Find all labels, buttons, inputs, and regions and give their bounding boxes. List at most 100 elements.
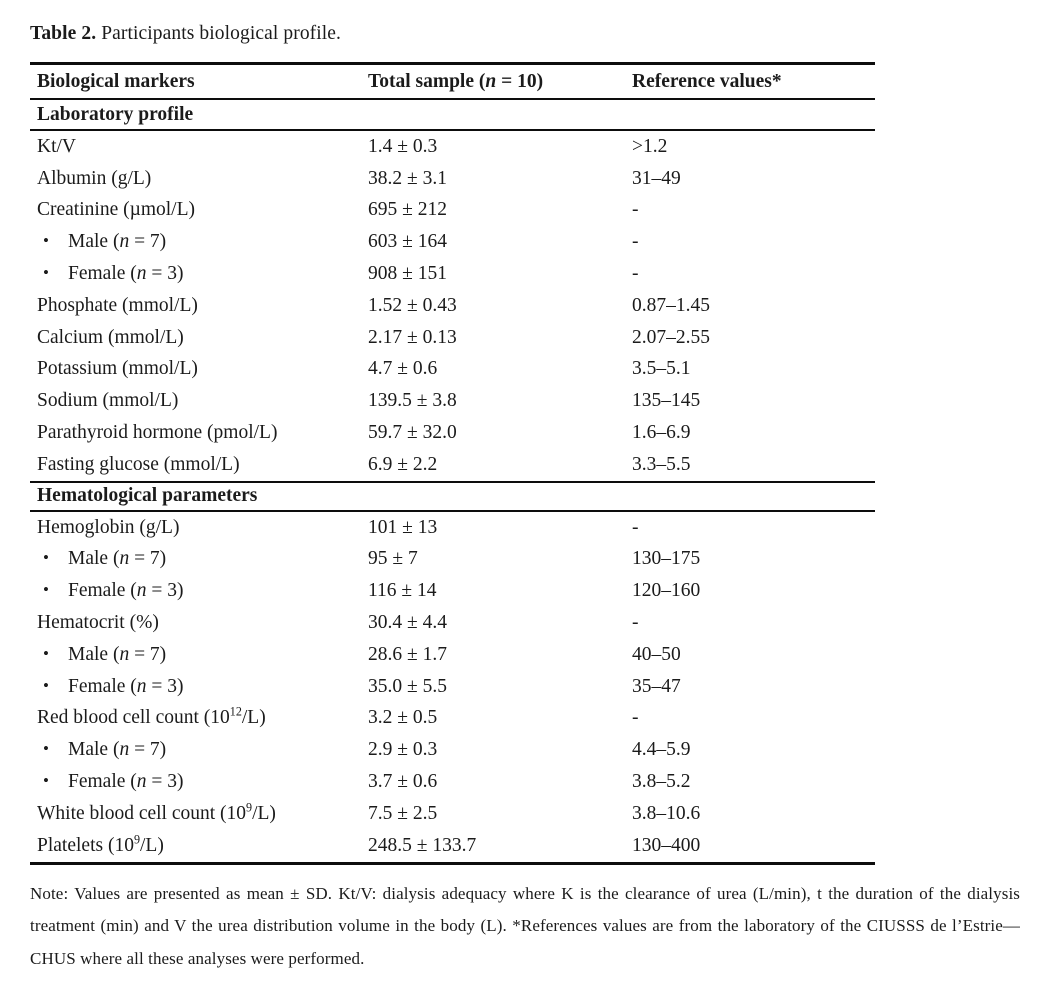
row-reference-cell: 40–50 — [632, 643, 681, 665]
table-caption-text: Participants biological profile. — [101, 23, 342, 44]
table-row: Creatinine (µmol/L) 695 ± 212 - — [30, 195, 875, 227]
row-value-cell: 7.5 ± 2.5 — [368, 802, 438, 824]
row-label-cell: Parathyroid hormone (pmol/L) — [37, 422, 278, 444]
row-label-cell: Phosphate (mmol/L) — [37, 294, 198, 316]
table-row: White blood cell count (109/L) 7.5 ± 2.5 3… — [30, 798, 875, 830]
row-reference-cell: - — [632, 516, 639, 538]
row-value-cell: 35.0 ± 5.5 — [368, 675, 447, 697]
table-body: Laboratory profile Kt/V 1.4 ± 0.3 >1.2 Album… — [30, 100, 875, 862]
row-value-cell: 4.7 ± 0.6 — [368, 358, 438, 380]
bullet-icon: • — [43, 643, 49, 663]
row-value-cell: 95 ± 7 — [368, 548, 418, 570]
section-header-row: Laboratory profile — [30, 100, 875, 131]
row-reference-cell: - — [632, 263, 639, 285]
row-label-cell: • Female (n = 3) — [43, 263, 184, 285]
biological-profile-table: Biological markers Total sample (n = 10) R… — [30, 62, 875, 865]
row-label-cell: Potassium (mmol/L) — [37, 358, 198, 380]
table-row: Kt/V 1.4 ± 0.3 >1.2 — [30, 131, 875, 163]
table-row: Potassium (mmol/L) 4.7 ± 0.6 3.5–5.1 — [30, 354, 875, 386]
table-header-row: Biological markers Total sample (n = 10) R… — [30, 65, 875, 100]
column-header: Total sample (n = 10) — [368, 70, 544, 92]
row-value-cell: 248.5 ± 133.7 — [368, 834, 477, 856]
row-value-cell: 38.2 ± 3.1 — [368, 167, 447, 189]
row-reference-cell: 2.07–2.55 — [632, 326, 710, 348]
row-value-cell: 2.17 ± 0.13 — [368, 326, 457, 348]
table-row: Hemoglobin (g/L) 101 ± 13 - — [30, 512, 875, 544]
row-reference-cell: 120–160 — [632, 580, 701, 602]
row-label-cell: Creatinine (µmol/L) — [37, 199, 195, 221]
row-label-cell: Kt/V — [37, 135, 76, 157]
row-reference-cell: 3.8–5.2 — [632, 771, 691, 793]
table-row: • Male (n = 7) 603 ± 164 - — [30, 226, 875, 258]
table-row: • Male (n = 7) 28.6 ± 1.7 40–50 — [30, 639, 875, 671]
row-label-cell: • Female (n = 3) — [43, 771, 184, 793]
column-header: Biological markers — [37, 70, 195, 92]
table-row: Phosphate (mmol/L) 1.52 ± 0.43 0.87–1.45 — [30, 290, 875, 322]
row-value-cell: 908 ± 151 — [368, 263, 447, 285]
table-row: Hematocrit (%) 30.4 ± 4.4 - — [30, 607, 875, 639]
section-header-label: Hematological parameters — [37, 485, 258, 507]
row-value-cell: 3.7 ± 0.6 — [368, 771, 438, 793]
bullet-icon: • — [43, 231, 49, 251]
table-footnote: Note: Values are presented as mean ± SD.… — [30, 883, 1020, 968]
table-caption-label: Table 2. — [30, 23, 97, 44]
bullet-icon: • — [43, 739, 49, 759]
row-reference-cell: - — [632, 707, 639, 729]
row-label-cell: Calcium (mmol/L) — [37, 326, 184, 348]
row-label-cell: • Male (n = 7) — [43, 739, 167, 761]
table-row: Albumin (g/L) 38.2 ± 3.1 31–49 — [30, 163, 875, 195]
bullet-icon: • — [43, 771, 49, 791]
row-value-cell: 3.2 ± 0.5 — [368, 707, 438, 729]
row-label-cell: • Male (n = 7) — [43, 548, 167, 570]
row-label-cell: Hemoglobin (g/L) — [37, 516, 180, 538]
row-value-cell: 6.9 ± 2.2 — [368, 453, 438, 475]
row-reference-cell: 31–49 — [632, 167, 681, 189]
row-label-cell: White blood cell count (109/L) — [37, 800, 276, 824]
table-row: Fasting glucose (mmol/L) 6.9 ± 2.2 3.3–5.5 — [30, 449, 875, 481]
row-label-cell: Platelets (109/L) — [37, 832, 164, 856]
row-value-cell: 139.5 ± 3.8 — [368, 390, 457, 412]
row-label-cell: • Female (n = 3) — [43, 580, 184, 602]
table-row: Platelets (109/L) 248.5 ± 133.7 130–400 — [30, 830, 875, 862]
table-row: Parathyroid hormone (pmol/L) 59.7 ± 32.0 1… — [30, 417, 875, 449]
column-header: Reference values* — [632, 70, 782, 92]
row-reference-cell: 3.3–5.5 — [632, 453, 691, 475]
table-row: • Female (n = 3) 116 ± 14 120–160 — [30, 575, 875, 607]
table-row: • Female (n = 3) 35.0 ± 5.5 35–47 — [30, 671, 875, 703]
row-value-cell: 603 ± 164 — [368, 231, 447, 253]
row-reference-cell: 4.4–5.9 — [632, 739, 691, 761]
section-header-label: Laboratory profile — [37, 103, 194, 125]
bullet-icon: • — [43, 580, 49, 600]
table-row: • Female (n = 3) 3.7 ± 0.6 3.8–5.2 — [30, 766, 875, 798]
table-row: Calcium (mmol/L) 2.17 ± 0.13 2.07–2.55 — [30, 322, 875, 354]
table-row: Sodium (mmol/L) 139.5 ± 3.8 135–145 — [30, 385, 875, 417]
row-label-cell: • Female (n = 3) — [43, 675, 184, 697]
row-reference-cell: 1.6–6.9 — [632, 422, 691, 444]
row-label-cell: Red blood cell count (1012/L) — [37, 704, 266, 729]
row-value-cell: 59.7 ± 32.0 — [368, 422, 457, 444]
row-reference-cell: 130–400 — [632, 834, 701, 856]
row-reference-cell: 3.5–5.1 — [632, 358, 691, 380]
row-reference-cell: 35–47 — [632, 675, 681, 697]
bullet-icon: • — [43, 548, 49, 568]
row-reference-cell: - — [632, 231, 639, 253]
row-value-cell: 28.6 ± 1.7 — [368, 643, 447, 665]
row-label-cell: • Male (n = 7) — [43, 643, 167, 665]
bullet-icon: • — [43, 263, 49, 283]
row-label-cell: • Male (n = 7) — [43, 231, 167, 253]
row-value-cell: 2.9 ± 0.3 — [368, 739, 438, 761]
section-header-row: Hematological parameters — [30, 480, 875, 512]
row-value-cell: 101 ± 13 — [368, 516, 438, 538]
row-value-cell: 695 ± 212 — [368, 199, 447, 221]
row-value-cell: 30.4 ± 4.4 — [368, 612, 447, 634]
row-reference-cell: 0.87–1.45 — [632, 294, 710, 316]
row-reference-cell: >1.2 — [632, 135, 668, 157]
row-reference-cell: - — [632, 199, 639, 221]
row-label-cell: Hematocrit (%) — [37, 612, 159, 634]
table-row: Red blood cell count (1012/L) 3.2 ± 0.5 - — [30, 703, 875, 735]
row-reference-cell: 130–175 — [632, 548, 701, 570]
bullet-icon: • — [43, 675, 49, 695]
table-row: • Male (n = 7) 95 ± 7 130–175 — [30, 544, 875, 576]
row-label-cell: Fasting glucose (mmol/L) — [37, 453, 240, 475]
